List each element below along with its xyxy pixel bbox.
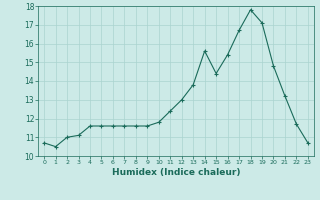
X-axis label: Humidex (Indice chaleur): Humidex (Indice chaleur) <box>112 168 240 177</box>
